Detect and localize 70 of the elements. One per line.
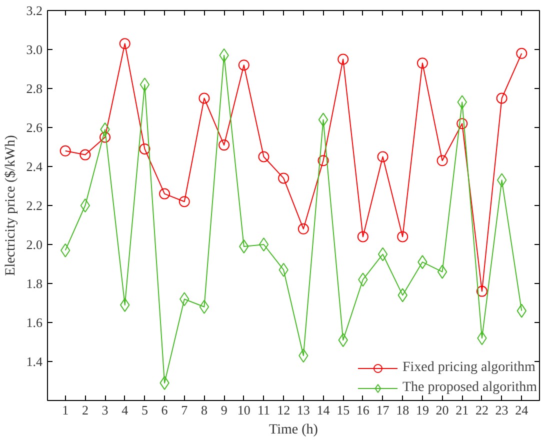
y-tick-label: 2.4: [26, 159, 43, 174]
point: [496, 173, 507, 188]
x-tick-label: 10: [237, 402, 250, 418]
x-tick-label: 15: [336, 402, 350, 418]
point: [397, 231, 408, 242]
point: [476, 286, 488, 297]
y-tick-label: 3.0: [26, 42, 42, 57]
x-tick-label: 16: [356, 402, 370, 418]
x-tick-label: 4: [122, 402, 129, 418]
point: [338, 54, 349, 65]
point: [278, 172, 290, 184]
point: [378, 247, 388, 262]
legend-label: The proposed algorithm: [402, 380, 537, 396]
y-tick-label: 2.8: [26, 81, 42, 96]
point: [199, 300, 210, 314]
point: [159, 188, 170, 200]
point: [318, 112, 328, 127]
point: [516, 48, 528, 59]
y-tick-label: 3.2: [26, 3, 42, 18]
point: [198, 92, 210, 104]
point: [357, 231, 368, 242]
x-axis-title: Time (h): [269, 422, 318, 438]
y-tick-label: 2.0: [26, 237, 42, 252]
x-tick-label: 21: [456, 402, 469, 418]
point: [258, 151, 270, 162]
point: [119, 38, 130, 50]
x-tick-label: 19: [416, 402, 429, 418]
point: [437, 264, 448, 279]
x-tick-label: 6: [161, 402, 168, 418]
legend-label: Fixed pricing algorithm: [402, 360, 536, 376]
point: [139, 143, 150, 154]
point: [80, 198, 90, 212]
point: [318, 155, 329, 166]
x-tick-label: 5: [141, 402, 148, 418]
point: [436, 155, 448, 166]
x-tick-label: 18: [396, 402, 410, 418]
y-tick-label: 2.6: [26, 120, 43, 135]
y-axis-title: Electricity price ($/kWh): [3, 134, 18, 276]
x-tick-label: 7: [181, 402, 188, 418]
point: [238, 60, 250, 71]
y-tick-label: 2.2: [26, 198, 42, 213]
x-tick-label: 23: [495, 402, 508, 418]
x-tick-label: 14: [316, 402, 330, 418]
x-tick-label: 8: [200, 402, 208, 418]
point: [80, 149, 91, 160]
point: [456, 118, 468, 130]
point: [377, 151, 388, 162]
point: [416, 58, 428, 69]
x-tick-label: 3: [102, 402, 108, 418]
x-tick-label: 12: [277, 402, 290, 418]
x-tick-label: 24: [515, 402, 529, 418]
point: [178, 196, 190, 208]
point: [496, 92, 508, 104]
x-tick-label: 20: [436, 402, 449, 418]
x-tick-label: 22: [475, 402, 488, 418]
x-tick-label: 9: [220, 402, 228, 418]
point: [218, 140, 230, 151]
y-tick-label: 1.4: [26, 354, 43, 369]
x-tick-label: 17: [376, 402, 390, 418]
point: [100, 132, 111, 143]
y-tick-label: 1.6: [26, 315, 43, 330]
point: [60, 145, 71, 156]
point: [140, 78, 150, 92]
point: [298, 223, 309, 234]
point: [258, 238, 269, 252]
x-tick-label: 13: [296, 402, 310, 418]
x-tick-label: 11: [257, 402, 270, 418]
y-tick-label: 1.8: [26, 276, 42, 291]
x-tick-label: 2: [82, 402, 88, 418]
x-tick-label: 1: [62, 402, 69, 418]
